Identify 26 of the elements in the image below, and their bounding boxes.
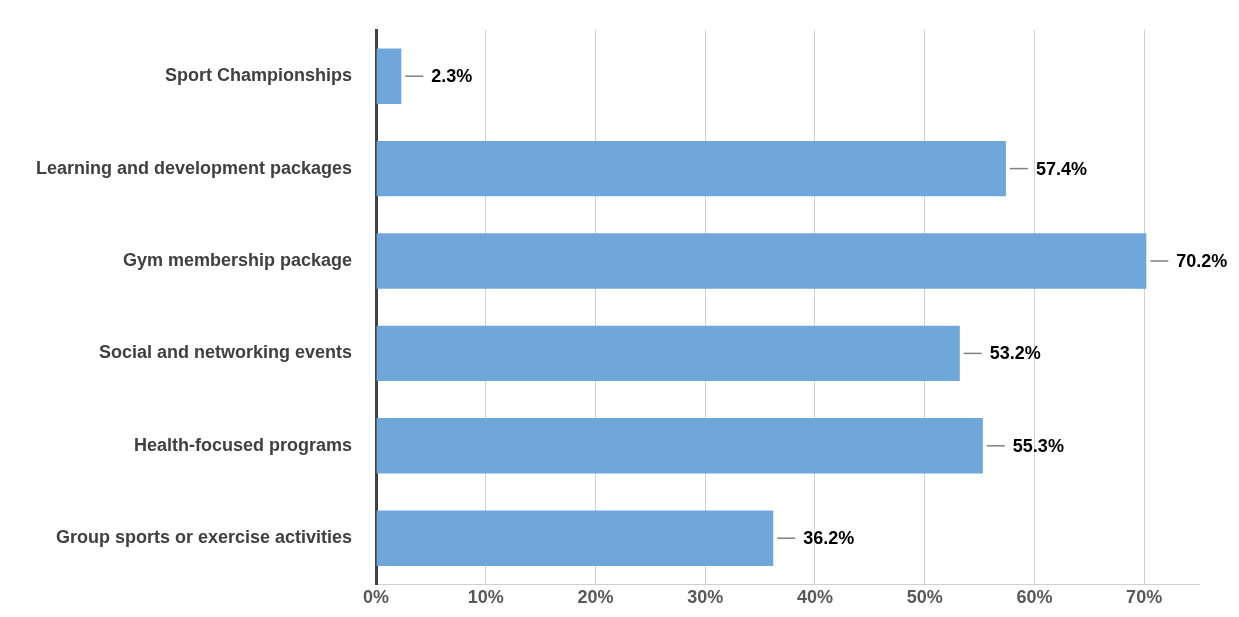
x-tick-label: 40% [796, 587, 833, 608]
bar [376, 510, 774, 566]
x-tick-label: 20% [577, 587, 614, 608]
y-tick-label: Social and networking events [99, 342, 353, 363]
x-tick-label: 30% [687, 587, 724, 608]
y-tick-label: Learning and development packages [36, 157, 353, 178]
bar [376, 233, 1147, 289]
y-tick-label: Gym membership package [122, 249, 353, 270]
data-label: 53.2% [989, 343, 1041, 364]
x-tick-label: 60% [1016, 587, 1053, 608]
x-tick-label: 0% [363, 587, 390, 608]
y-tick-label: Sport Championships [165, 65, 353, 86]
bar [376, 418, 983, 474]
data-label: 70.2% [1176, 250, 1228, 271]
data-label: 36.2% [803, 528, 855, 549]
bar [376, 325, 960, 382]
x-tick-label: 70% [1126, 587, 1163, 608]
bar [376, 48, 402, 104]
x-tick-label: 50% [906, 587, 943, 608]
data-label: 57.4% [1035, 158, 1087, 179]
bar [376, 140, 1006, 197]
x-tick-label: 10% [467, 587, 504, 608]
y-tick-label: Health-focused programs [134, 434, 353, 455]
data-label: 55.3% [1012, 435, 1064, 456]
y-tick-label: Group sports or exercise activities [55, 527, 353, 548]
data-label: 2.3% [431, 66, 473, 87]
